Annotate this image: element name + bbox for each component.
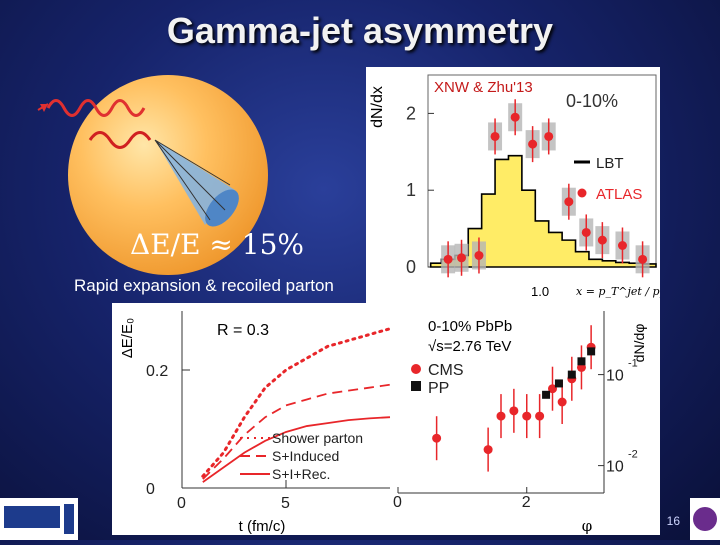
cms-point bbox=[509, 406, 519, 416]
cms-point bbox=[483, 445, 493, 455]
legend-cms-label: CMS bbox=[428, 362, 464, 379]
cms-point bbox=[522, 411, 532, 421]
pp-point bbox=[542, 390, 551, 399]
y-tick-label: 0.2 bbox=[146, 363, 168, 380]
legend-pp-swatch bbox=[411, 381, 421, 391]
series-dotted bbox=[201, 327, 392, 478]
y-tick-exponent: -1 bbox=[628, 358, 638, 370]
y-axis-label: dN/dφ bbox=[631, 324, 647, 363]
atlas-point bbox=[617, 240, 627, 250]
y-tick-label: 0 bbox=[406, 257, 416, 277]
legend-label: S+I+Rec. bbox=[272, 466, 330, 482]
legend-cms-swatch bbox=[411, 364, 421, 374]
cms-point bbox=[496, 411, 506, 421]
y-tick-label: 1 bbox=[406, 180, 416, 200]
atlas-point bbox=[510, 112, 520, 122]
atlas-point bbox=[564, 197, 574, 207]
atlas-point bbox=[528, 139, 538, 149]
berkeley-lab-logo bbox=[0, 498, 78, 540]
chart-energy-loss-panel: ΔE/E₀ t (fm/c) R = 0.3 0 0.2 0 5 Shower par… bbox=[112, 303, 392, 535]
chart-dndphi: dN/dφ φ 0-10% PbPb √s=2.76 TeV 10 -1 10 -2 0… bbox=[393, 311, 647, 535]
photon-wave bbox=[46, 99, 146, 117]
annotation-line-1: 0-10% PbPb bbox=[428, 318, 512, 335]
chart-energy-loss: ΔE/E₀ t (fm/c) R = 0.3 0 0.2 0 5 Shower par… bbox=[119, 311, 392, 535]
chart-dndphi-panel: dN/dφ φ 0-10% PbPb √s=2.76 TeV 10 -1 10 -2 0… bbox=[392, 303, 660, 535]
x-tick-label: 5 bbox=[281, 495, 290, 512]
y-axis-label: ΔE/E₀ bbox=[119, 318, 136, 358]
energy-loss-equation: ΔE/E ≈ 15% bbox=[130, 228, 305, 261]
atlas-point bbox=[581, 227, 591, 237]
atlas-point bbox=[443, 254, 453, 264]
collision-orb-illustration bbox=[68, 75, 268, 275]
chart-dndx-panel: dN/dx XNW & Zhu'13 0-10% 1.0 x = p_T^jet… bbox=[366, 67, 689, 303]
slide-caption: Rapid expansion & recoiled parton bbox=[74, 276, 334, 295]
atlas-point bbox=[474, 250, 484, 260]
legend-atlas-swatch bbox=[577, 188, 587, 198]
legend-pp-label: PP bbox=[428, 380, 449, 397]
y-tick-label: 2 bbox=[406, 103, 416, 123]
x-axis-label: t (fm/c) bbox=[239, 518, 286, 535]
series-solid bbox=[202, 416, 391, 483]
university-seal-logo bbox=[690, 498, 720, 540]
reference-annotation: XNW & Zhu'13 bbox=[434, 79, 533, 96]
slide-title: Gamma-jet asymmetry bbox=[166, 10, 554, 51]
y-tick-label: 0 bbox=[146, 481, 155, 498]
y-tick-exponent: -2 bbox=[628, 449, 638, 461]
x-tick-label: 0 bbox=[177, 495, 186, 512]
cms-point bbox=[548, 384, 557, 394]
atlas-point bbox=[457, 253, 467, 263]
x-formula: x = p_T^jet / p_T^γ bbox=[576, 285, 660, 298]
annotation-line-2: √s=2.76 TeV bbox=[428, 338, 511, 355]
centrality-annotation: 0-10% bbox=[566, 91, 618, 111]
y-tick-label: 10 bbox=[606, 368, 624, 385]
x-tick-label: 0 bbox=[393, 494, 402, 511]
legend-label: S+Induced bbox=[272, 448, 339, 464]
pp-point bbox=[577, 357, 586, 366]
atlas-point bbox=[638, 254, 648, 264]
cms-point bbox=[432, 433, 442, 443]
cms-point bbox=[535, 411, 545, 421]
photon-jet-illustration bbox=[37, 99, 239, 227]
r-annotation: R = 0.3 bbox=[217, 322, 269, 339]
y-axis-label: dN/dx bbox=[369, 86, 386, 128]
x-tick-label: 2 bbox=[522, 494, 531, 511]
page-number: 16 bbox=[666, 514, 680, 528]
y-tick-label: 10 bbox=[606, 459, 624, 476]
atlas-point bbox=[544, 131, 554, 141]
legend-label: Shower parton bbox=[272, 430, 363, 446]
atlas-point bbox=[597, 235, 607, 245]
cms-point bbox=[557, 397, 567, 407]
pp-point bbox=[567, 370, 576, 379]
pp-point bbox=[587, 347, 596, 356]
atlas-point bbox=[490, 131, 500, 141]
legend-atlas-label: ATLAS bbox=[596, 186, 642, 203]
x-axis-label: φ bbox=[582, 517, 593, 535]
pp-point bbox=[554, 379, 563, 388]
chart-dndx: dN/dx XNW & Zhu'13 0-10% 1.0 x = p_T^jet… bbox=[369, 74, 689, 299]
x-tick-label: 1.0 bbox=[531, 284, 549, 299]
legend-lbt-label: LBT bbox=[596, 155, 624, 172]
arrow-head-icon bbox=[40, 104, 48, 112]
